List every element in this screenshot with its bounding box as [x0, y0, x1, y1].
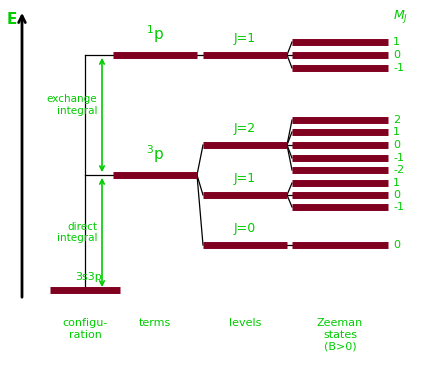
Text: $^3$p: $^3$p	[146, 143, 164, 165]
Text: J=2: J=2	[234, 122, 256, 135]
Text: J=1: J=1	[234, 172, 256, 185]
Text: direct
integral: direct integral	[57, 222, 97, 243]
Text: J=0: J=0	[234, 222, 256, 235]
Text: J=1: J=1	[234, 32, 256, 45]
Text: $^1$p: $^1$p	[146, 23, 164, 45]
Text: exchange
integral: exchange integral	[46, 94, 97, 116]
Text: 1: 1	[393, 127, 400, 137]
Text: 0: 0	[393, 190, 400, 200]
Text: E: E	[7, 12, 17, 27]
Text: 0: 0	[393, 240, 400, 250]
Text: 1: 1	[393, 37, 400, 47]
Text: 0: 0	[393, 140, 400, 150]
Text: levels: levels	[229, 318, 261, 328]
Text: -1: -1	[393, 153, 404, 163]
Text: terms: terms	[139, 318, 171, 328]
Text: -2: -2	[393, 165, 404, 175]
Text: configu-
ration: configu- ration	[62, 318, 108, 339]
Text: 2: 2	[393, 115, 400, 125]
Text: 1: 1	[393, 178, 400, 188]
Text: Zeeman
states
(B>0): Zeeman states (B>0)	[317, 318, 363, 351]
Text: 3s3p: 3s3p	[75, 272, 102, 282]
Text: $M_J$: $M_J$	[393, 8, 408, 25]
Text: -1: -1	[393, 202, 404, 212]
Text: -1: -1	[393, 63, 404, 73]
Text: 0: 0	[393, 50, 400, 60]
